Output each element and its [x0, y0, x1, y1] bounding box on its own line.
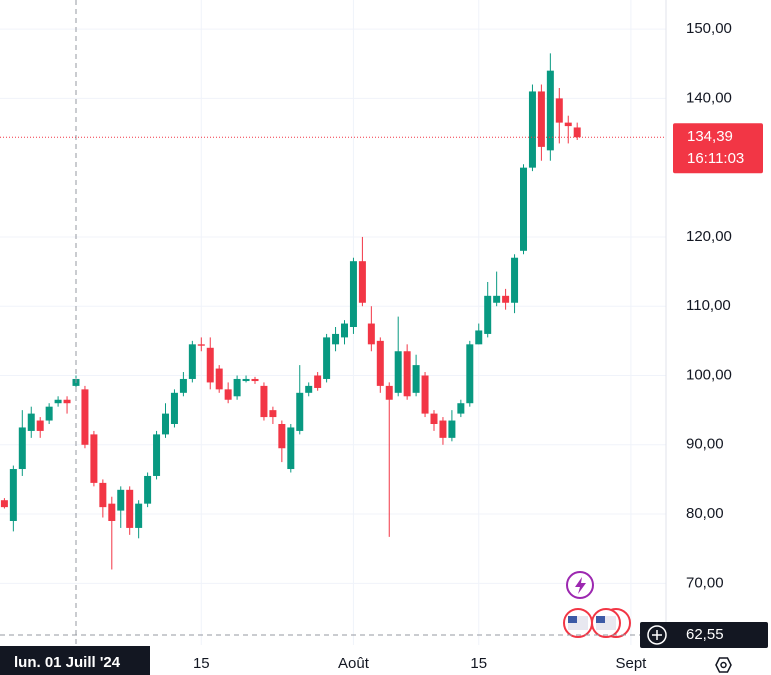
countdown: 16:11:03 [687, 150, 744, 167]
candle-body [170, 392, 178, 424]
candle-body [439, 420, 447, 438]
candle-body [153, 434, 161, 476]
candle-body [63, 399, 71, 404]
candle-body [287, 427, 295, 470]
candle-body [135, 503, 143, 528]
candle-body [242, 378, 250, 382]
x-tick-label: Août [338, 655, 370, 672]
y-tick-label: 140,00 [686, 89, 732, 106]
candle-body [314, 375, 322, 388]
candle-body [197, 344, 205, 346]
candle-body [188, 344, 196, 379]
candle-body [45, 406, 53, 421]
candle-body [475, 330, 483, 345]
candle-body [90, 434, 98, 483]
settings-hex[interactable] [715, 657, 732, 673]
candle-body [349, 261, 357, 328]
candle-body [484, 295, 492, 334]
last-price-label: 134,39 [687, 128, 733, 145]
y-tick-label: 80,00 [686, 505, 724, 522]
candle-body [0, 500, 8, 508]
last-price-box [673, 123, 763, 174]
candle-body [117, 489, 125, 511]
candle-body [108, 503, 116, 521]
candle-body [278, 423, 286, 449]
candle-body [573, 127, 581, 138]
candle-body [466, 344, 474, 404]
lightning [575, 577, 586, 594]
settings-dot [720, 661, 727, 669]
y-tick-label: 120,00 [686, 228, 732, 245]
y-tick-label: 110,00 [686, 297, 731, 314]
candle-body [332, 333, 340, 345]
candle-body [376, 340, 384, 386]
candle-body [162, 413, 169, 435]
candle-body [528, 91, 536, 168]
candle-body [269, 410, 277, 418]
crosshair-x-box [0, 646, 150, 675]
candle-body [296, 392, 304, 431]
candle-body [457, 403, 465, 414]
candle-body [251, 378, 259, 382]
candle-body [27, 413, 35, 431]
x-tick-label: 15 [193, 655, 210, 672]
candle-body [358, 261, 366, 303]
candle-body [36, 420, 44, 431]
candle-body [144, 475, 152, 504]
add-icon-plus [652, 629, 662, 640]
candle-body [511, 257, 519, 303]
crosshair-x-label: lun. 01 Juill '24 [14, 654, 121, 671]
x-tick-label: 15 [470, 655, 487, 672]
candle-body [215, 368, 223, 390]
candle-body [233, 378, 241, 397]
add-icon [647, 625, 667, 645]
x-tick-label: Sept [615, 655, 647, 672]
candle-body [448, 420, 456, 438]
settings-icon[interactable] [715, 657, 732, 673]
candle-body [555, 98, 563, 123]
crosshair-y-box [640, 621, 768, 648]
y-tick-label: 100,00 [686, 366, 732, 383]
candle-body [537, 91, 545, 147]
candle-body [367, 323, 375, 345]
candle-body [493, 295, 501, 303]
candle-body [564, 122, 572, 127]
candle-body [520, 167, 527, 251]
candle-body [179, 378, 187, 393]
candle-body [126, 489, 134, 528]
y-tick-label: 150,00 [686, 20, 732, 37]
flag [568, 616, 577, 623]
candle-body [412, 365, 420, 393]
candle-body [99, 482, 107, 508]
candle-body [81, 389, 89, 445]
y-tick-label: 70,00 [686, 574, 724, 591]
candle-body [394, 351, 402, 393]
event-icons[interactable] [563, 571, 631, 638]
candle-body [430, 413, 438, 424]
crosshair-y-label: 62,55 [686, 626, 724, 643]
flag [596, 616, 605, 623]
candle-body [206, 347, 214, 383]
candle-body [421, 375, 429, 414]
candle-body [18, 427, 26, 470]
candle-body [260, 385, 268, 418]
candle-body [341, 323, 348, 338]
candle-body [385, 385, 393, 400]
candle-body [546, 70, 554, 151]
candle-body [502, 295, 510, 303]
candle-body [305, 385, 313, 393]
candle-body [403, 351, 411, 397]
candle-body [54, 399, 62, 404]
candle-body [224, 389, 232, 400]
y-tick-label: 90,00 [686, 436, 724, 453]
candle-body [9, 469, 17, 521]
candle-body [323, 337, 331, 379]
